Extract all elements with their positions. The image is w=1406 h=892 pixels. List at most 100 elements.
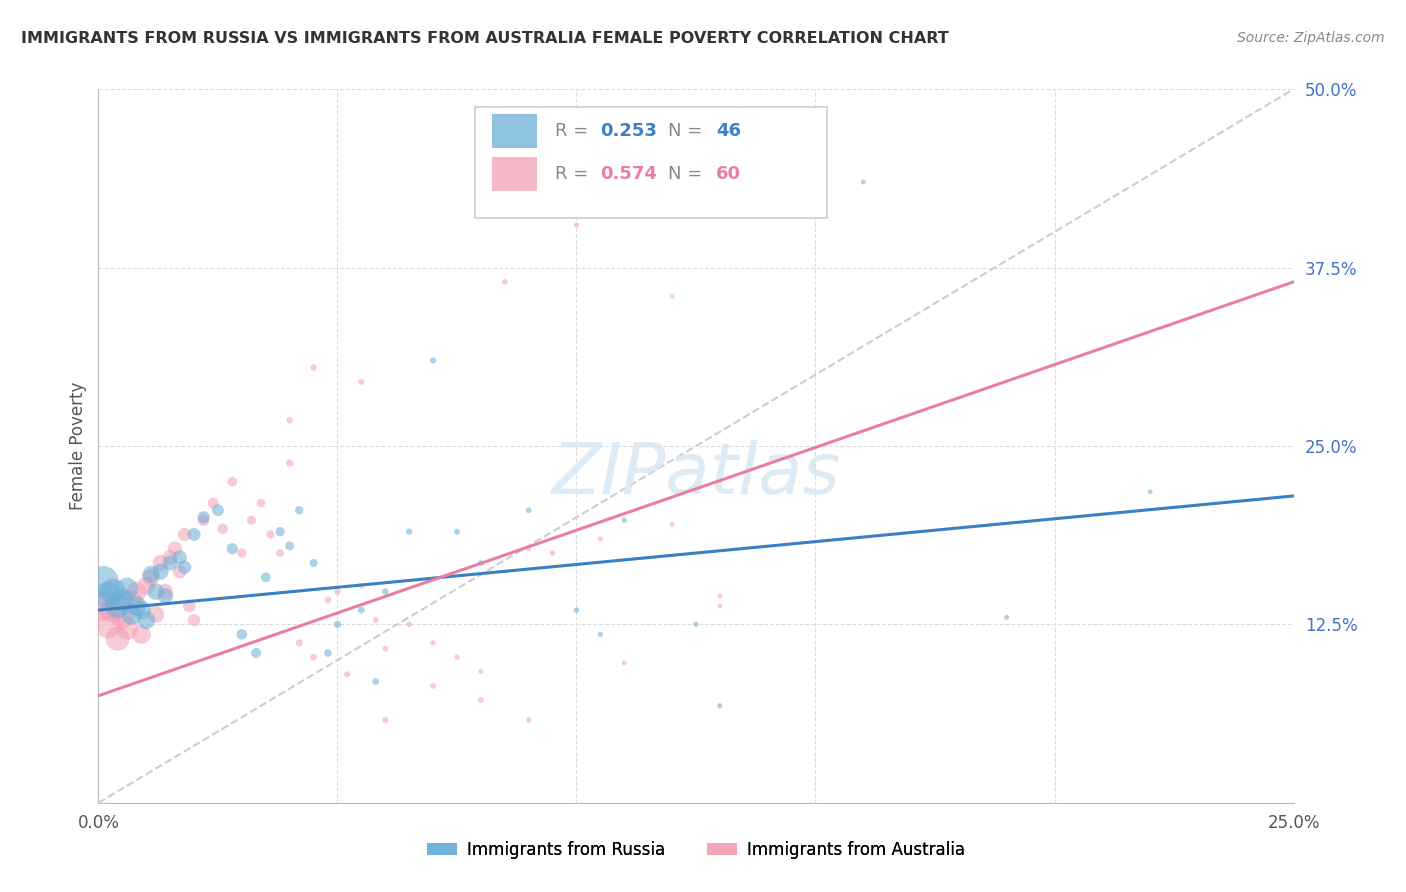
Point [155,584,177,599]
Point [91,574,114,589]
Point [91,599,114,613]
Point [302,360,325,375]
Point [589,627,612,641]
Point [422,679,444,693]
Point [589,532,612,546]
Text: ZIPatlas: ZIPatlas [551,440,841,509]
Point [517,713,540,727]
Point [613,656,636,670]
Point [685,617,707,632]
Text: 0.253: 0.253 [600,122,657,140]
Point [1139,484,1161,499]
Point [316,593,339,607]
Point [107,599,129,613]
Point [278,539,301,553]
Point [179,599,201,613]
Point [101,584,124,599]
Point [278,413,301,427]
Bar [492,157,537,191]
Point [173,560,195,574]
Point [613,513,636,527]
Point [121,593,143,607]
Bar [475,107,827,218]
Point [193,513,215,527]
Point [350,375,373,389]
Point [517,541,540,556]
Bar [492,114,537,148]
Point [302,556,325,570]
Legend: Immigrants from Russia, Immigrants from Australia: Immigrants from Russia, Immigrants from … [420,835,972,866]
Point [231,546,253,560]
Point [145,584,167,599]
Point [302,650,325,665]
Point [541,546,564,560]
Point [269,524,291,539]
Point [231,627,253,641]
Point [125,584,148,599]
Point [183,613,205,627]
Point [173,527,195,541]
Point [374,641,396,656]
Point [107,632,129,646]
Point [254,570,277,584]
Point [149,565,172,579]
Point [149,556,172,570]
Point [135,579,157,593]
Point [183,527,205,541]
Point [326,617,349,632]
Point [131,627,153,641]
Point [145,607,167,622]
Point [517,503,540,517]
Y-axis label: Female Poverty: Female Poverty [69,382,87,510]
Point [115,622,138,636]
Point [159,556,181,570]
Point [661,517,683,532]
Point [115,582,138,596]
Point [135,613,157,627]
Point [422,636,444,650]
Point [470,556,492,570]
Point [97,617,120,632]
Text: 0.574: 0.574 [600,165,657,183]
Point [326,584,349,599]
Text: R =: R = [555,165,593,183]
Text: Source: ZipAtlas.com: Source: ZipAtlas.com [1237,31,1385,45]
Text: 46: 46 [716,122,741,140]
Point [494,275,516,289]
Point [364,613,387,627]
Point [169,565,191,579]
Point [163,541,186,556]
Point [316,646,339,660]
Point [709,599,731,613]
Point [193,510,215,524]
Point [240,513,263,527]
Point [259,527,281,541]
Point [250,496,273,510]
Point [446,650,468,665]
Point [288,503,311,517]
Point [121,607,143,622]
Point [422,353,444,368]
Point [139,567,162,582]
Point [995,610,1018,624]
Point [278,456,301,470]
Point [470,693,492,707]
Text: 60: 60 [716,165,741,183]
Point [131,603,153,617]
Point [398,617,420,632]
Text: N =: N = [668,165,709,183]
Point [111,593,134,607]
Point [202,496,225,510]
Point [350,579,373,593]
Point [155,589,177,603]
Point [661,289,683,303]
Point [211,522,233,536]
Point [398,524,420,539]
Point [288,636,311,650]
Point [207,503,229,517]
Point [446,524,468,539]
Point [159,550,181,565]
Point [245,646,267,660]
Point [139,570,162,584]
Point [350,603,373,617]
